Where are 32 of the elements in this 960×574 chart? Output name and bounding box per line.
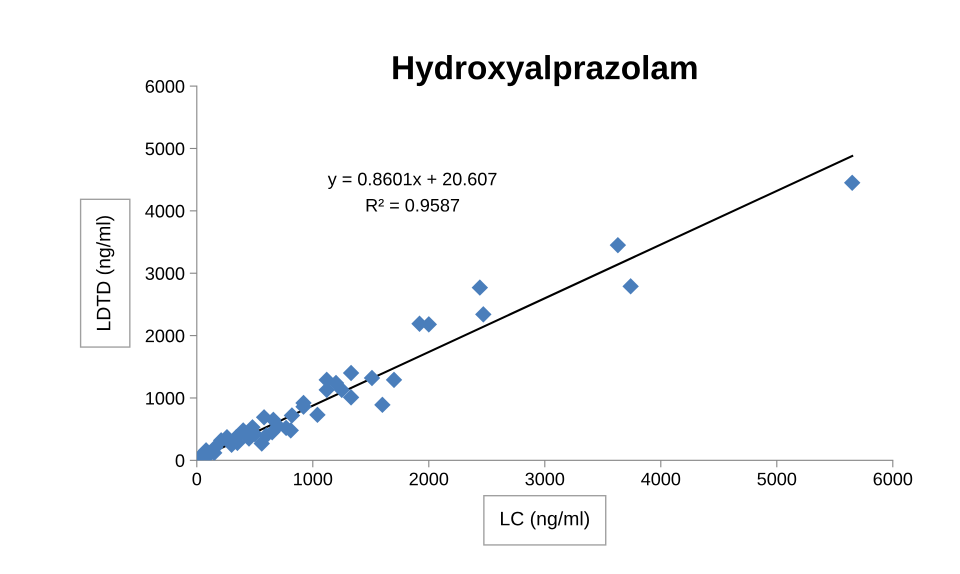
annotation: y = 0.8601x + 20.607 bbox=[328, 172, 496, 190]
y-tick-label: 5000 bbox=[146, 142, 184, 156]
y-tick-label: 0 bbox=[176, 454, 184, 468]
x-tick-label: 0 bbox=[192, 472, 202, 486]
point bbox=[844, 174, 860, 191]
point bbox=[364, 370, 380, 386]
x-tick-label: 5000 bbox=[757, 472, 796, 486]
point bbox=[622, 278, 639, 295]
annotation: R² = 0.9587 bbox=[366, 198, 460, 212]
point bbox=[472, 279, 488, 296]
x-tick-label: 6000 bbox=[874, 472, 912, 486]
y-tick-label: 4000 bbox=[145, 204, 184, 218]
point bbox=[386, 372, 402, 388]
y-tick-label: 2000 bbox=[146, 330, 184, 342]
point bbox=[342, 364, 360, 382]
point bbox=[309, 406, 326, 424]
y-tick-label: 1000 bbox=[146, 392, 184, 405]
point bbox=[284, 407, 300, 424]
point bbox=[334, 382, 350, 398]
x-tick-label: 3000 bbox=[525, 472, 564, 486]
point bbox=[475, 306, 492, 323]
x-tick-label: 4000 bbox=[641, 472, 680, 486]
y-axis-title: LDTD (ng/ml) bbox=[96, 216, 114, 330]
x-tick-label: 2000 bbox=[410, 472, 448, 486]
chart-title: Hydroxyalprazolam bbox=[393, 55, 696, 86]
x-tick-label: 1000 bbox=[294, 472, 332, 486]
y-tick-label: 3000 bbox=[146, 267, 184, 280]
y-tick-label: 6000 bbox=[146, 80, 184, 93]
point bbox=[374, 396, 391, 414]
point bbox=[342, 389, 360, 406]
point bbox=[610, 236, 626, 254]
x-axis-title: LC (ng/ml) bbox=[501, 511, 589, 530]
